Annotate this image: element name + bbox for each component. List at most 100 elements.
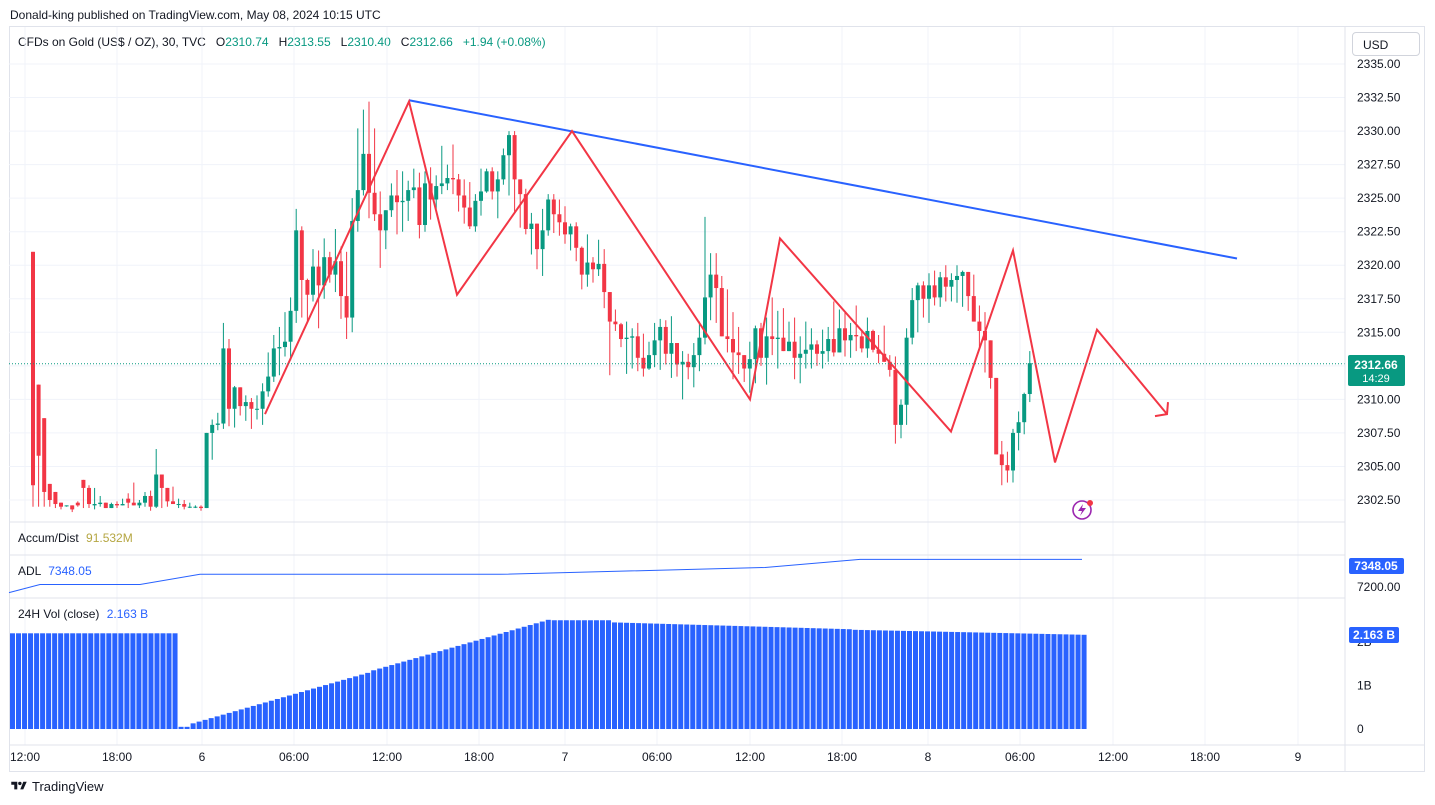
candle-body: [271, 348, 276, 377]
candle: [910, 288, 915, 345]
volume-bar: [599, 620, 605, 729]
volume-bar: [1015, 633, 1021, 729]
volume-bar: [16, 633, 22, 729]
candle-body: [563, 222, 567, 235]
candle-body: [451, 178, 455, 180]
candle: [641, 333, 646, 377]
lightning-icon[interactable]: [1072, 500, 1093, 520]
candle-body: [859, 336, 864, 349]
volume-bar: [491, 635, 497, 729]
volume-bar: [961, 632, 967, 729]
candle: [1016, 411, 1021, 451]
candle-body: [467, 207, 472, 227]
candle-body: [742, 355, 747, 369]
price-tick-label: 2315.00: [1357, 325, 1401, 339]
candle-body: [899, 404, 903, 425]
volume-bar: [810, 628, 816, 729]
candle-body: [630, 336, 635, 338]
volume-bar: [172, 633, 178, 729]
candle-body: [92, 504, 97, 506]
zigzag-pattern: [264, 98, 1168, 463]
candle-body: [171, 501, 175, 505]
volume-bar: [184, 726, 190, 729]
candle-body: [204, 432, 209, 509]
candle: [635, 322, 640, 372]
candle: [1005, 451, 1010, 483]
candle-body: [411, 187, 416, 191]
volume-bar: [1027, 633, 1033, 729]
volume-bar: [455, 645, 461, 729]
volume-bar: [882, 630, 888, 729]
candle-body: [725, 336, 730, 340]
candle: [322, 238, 327, 299]
time-tick-label: 18:00: [102, 750, 132, 764]
candle-body: [75, 502, 80, 506]
candle-body: [355, 190, 360, 221]
volume-bar: [112, 633, 118, 729]
candle: [215, 412, 220, 431]
candle-body: [221, 348, 226, 424]
candle: [848, 322, 853, 358]
candle-body: [591, 262, 595, 270]
volume-bar: [756, 626, 762, 729]
candle: [691, 343, 696, 388]
candle-body: [1016, 422, 1021, 433]
candle-body: [199, 506, 203, 509]
candle-body: [708, 274, 713, 298]
volume-bar: [232, 711, 238, 729]
volume-bar: [268, 700, 274, 729]
footer-brand-text: TradingView: [32, 779, 104, 794]
volume-bar: [539, 621, 545, 729]
candle-body: [462, 195, 467, 208]
candle-body: [535, 223, 539, 250]
volume-bar: [377, 668, 383, 729]
open-value: 2310.74: [225, 35, 269, 49]
candle: [686, 353, 691, 380]
candle: [344, 251, 349, 340]
volume-bar: [726, 625, 732, 729]
candle: [871, 329, 875, 353]
candle: [171, 486, 175, 505]
candle-body: [585, 262, 590, 275]
volume-bar: [672, 624, 678, 729]
candle-body: [770, 336, 775, 340]
candle-body: [456, 179, 461, 196]
candle-body: [260, 391, 265, 409]
volume-bar: [925, 631, 931, 729]
candle: [994, 377, 999, 455]
candle-body: [383, 210, 388, 231]
currency-button[interactable]: USD: [1352, 32, 1420, 56]
candle: [417, 172, 422, 239]
candle: [988, 340, 993, 389]
candle: [103, 502, 108, 509]
candle-body: [154, 474, 159, 507]
candle: [327, 251, 332, 283]
candle: [893, 356, 898, 444]
volume-axis: 2B1B0: [1357, 635, 1372, 736]
volume-bar: [931, 631, 937, 729]
candle: [204, 432, 209, 509]
candle-body: [893, 369, 898, 425]
volume-bar: [696, 624, 702, 729]
volume-bar: [329, 683, 335, 729]
candle-body: [551, 199, 556, 215]
candle: [574, 222, 579, 262]
volume-bar: [1039, 633, 1045, 729]
volume-bar: [1003, 633, 1009, 729]
candle-body: [445, 178, 450, 184]
candle: [64, 505, 69, 507]
candle: [736, 326, 741, 374]
candle: [843, 312, 847, 357]
grid-lines: [9, 27, 1345, 745]
candle-body: [792, 341, 797, 358]
candle: [451, 144, 455, 195]
low-label: L: [340, 35, 348, 49]
candle-body: [210, 424, 215, 433]
candle-body: [333, 261, 338, 275]
candle: [921, 281, 926, 318]
candle: [770, 297, 775, 356]
candle: [725, 289, 730, 353]
volume-bar: [666, 623, 672, 729]
candle: [764, 317, 769, 385]
volume-bar: [569, 620, 575, 729]
